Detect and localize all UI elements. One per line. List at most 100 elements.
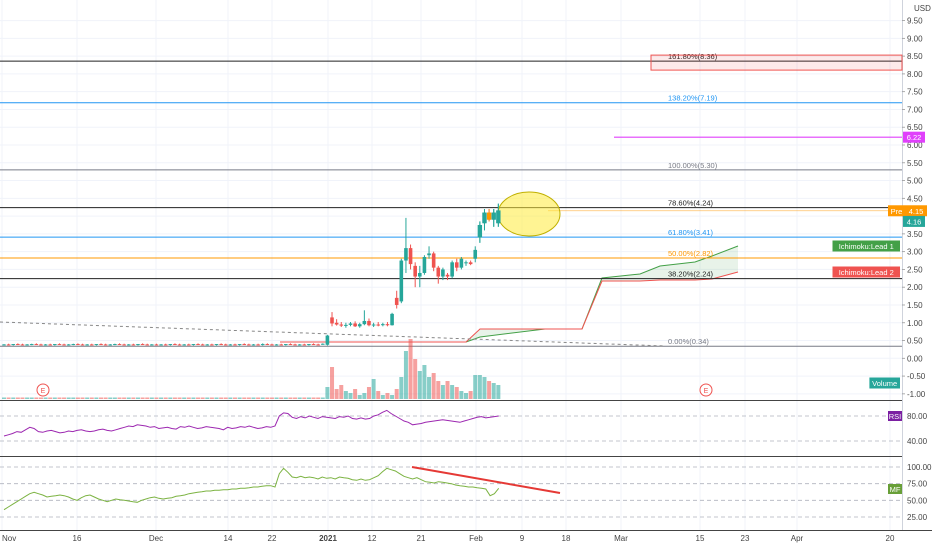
candle-body [57, 344, 62, 346]
mf-line [3, 467, 500, 511]
candle-body [113, 344, 117, 346]
indicator-tag-label: Ichimoku:Lead 2 [839, 268, 894, 277]
candle-body [140, 344, 145, 346]
earnings-marker [699, 383, 713, 397]
volume-bar [52, 397, 57, 399]
volume-bar [306, 397, 311, 399]
candle-body [168, 344, 173, 346]
candle-body [445, 274, 450, 277]
candle-body [196, 344, 200, 346]
candle-body [159, 344, 163, 346]
candle-body [16, 344, 20, 346]
volume-bar [99, 397, 104, 399]
volume-bar [311, 397, 316, 399]
volume-bar [394, 389, 399, 399]
candle-body [418, 272, 422, 277]
volume-bar [445, 381, 450, 399]
volume-bar [80, 397, 85, 399]
volume-bar [186, 397, 191, 399]
mf-tick-label: 100.00 [907, 463, 932, 472]
currency-label: USD [914, 4, 931, 13]
volume-bar [163, 397, 168, 399]
earnings-marker [36, 383, 50, 397]
volume-bar [279, 397, 284, 399]
candle-body [293, 344, 297, 346]
volume-bar [325, 387, 330, 399]
price-tag-premarket [905, 205, 927, 217]
earnings-marker-label: E [41, 388, 46, 395]
candle-body [122, 344, 126, 346]
fib-level-label: 100.00%(5.30) [668, 161, 718, 170]
volume-bar [376, 391, 381, 399]
candle-body [39, 344, 43, 346]
price-tick-label: 0.50 [907, 337, 923, 346]
candle-body [454, 262, 459, 268]
volume-bar [66, 397, 71, 399]
candle-body [325, 335, 330, 345]
candle-body [62, 344, 66, 346]
candle-body [344, 324, 348, 326]
candle-body [459, 258, 464, 268]
candle-body [473, 249, 478, 259]
candle-body [385, 324, 390, 326]
volume-bar [260, 397, 265, 399]
candle-body [223, 344, 228, 346]
volume-bar [436, 381, 441, 399]
volume-bar [233, 397, 237, 399]
candle-body [311, 344, 316, 346]
premarket-tag [888, 205, 905, 217]
price-tick-label: -1.00 [907, 390, 926, 399]
time-tick-label: 2021 [319, 534, 337, 543]
volume-bar [265, 397, 270, 399]
mf-tag-label: MF [890, 485, 901, 494]
time-tick-label: 23 [741, 534, 750, 543]
price-tick-label: 7.00 [907, 105, 923, 114]
candle-body [150, 344, 154, 346]
candle-body [173, 344, 177, 346]
candle-body [154, 344, 159, 346]
volume-bar [316, 397, 321, 399]
volume-bar [209, 397, 214, 399]
candle-body [477, 224, 483, 238]
candles [2, 203, 501, 346]
volume-bar [403, 351, 408, 399]
volume-bar [343, 391, 348, 399]
volume-bar [131, 397, 136, 399]
candle-body [89, 344, 94, 346]
candle-body [284, 344, 288, 346]
candle-body [94, 344, 99, 346]
candle-body [247, 344, 251, 346]
candle-body [53, 344, 57, 346]
candle-body [307, 344, 311, 346]
volume-bar [251, 397, 256, 399]
volume-bar [75, 397, 80, 399]
rsi-tick-label: 80.00 [907, 412, 928, 421]
candle-body [191, 344, 196, 346]
price-tick-label: -0.50 [907, 372, 926, 381]
price-tick-label: 1.50 [907, 301, 923, 310]
price-tag-magenta-label: 6.22 [907, 133, 922, 142]
candle-body [34, 344, 39, 346]
volume-bar [214, 397, 219, 399]
price-tick-label: 2.50 [907, 265, 923, 274]
volume-bar [154, 397, 159, 399]
price-tick-label: 8.00 [907, 70, 923, 79]
time-tick-label: 22 [268, 534, 277, 543]
fibonacci-levels: 161.80%(8.36) 138.20%(7.19) 100.00%(5.30) 7… [0, 52, 903, 347]
fib-level-label: 38.20%(2.24) [668, 270, 714, 279]
volume-bar [256, 397, 261, 399]
grid [0, 0, 932, 531]
candle-body [316, 344, 320, 346]
candle-body [237, 344, 242, 346]
volume-bar [20, 397, 25, 399]
time-tick-label: 18 [562, 534, 571, 543]
price-tick-label: 9.50 [907, 17, 923, 26]
price-tick-label: 5.50 [907, 159, 923, 168]
volume-bar [117, 397, 122, 399]
candle-body [117, 344, 122, 346]
volume-bar [440, 385, 445, 399]
time-tick-label: Feb [469, 534, 483, 543]
volume-bar [293, 397, 298, 399]
